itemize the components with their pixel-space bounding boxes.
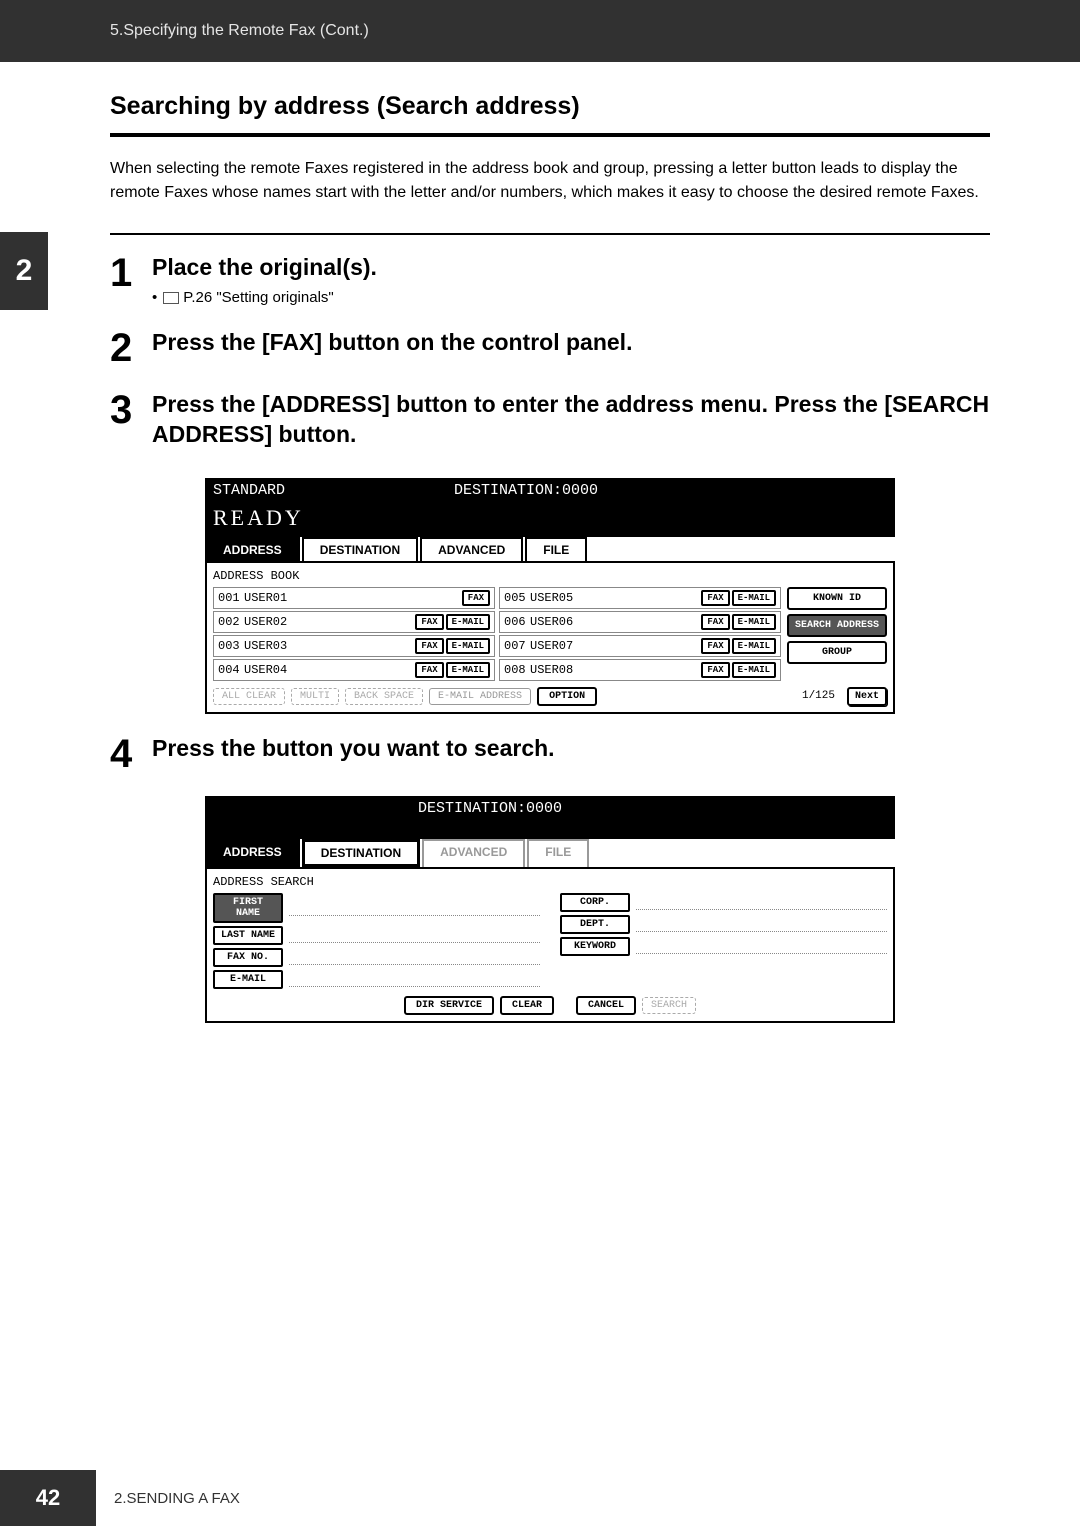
destination-counter: DESTINATION:0000 <box>418 800 562 817</box>
step-number: 4 <box>110 734 152 774</box>
search-button[interactable]: SEARCH <box>642 997 696 1014</box>
search-address-button[interactable]: SEARCH ADDRESS <box>787 614 887 637</box>
step-subtext: •P.26 "Setting originals" <box>152 289 990 306</box>
step-title: Place the original(s). <box>152 253 990 283</box>
dir-service-button[interactable]: DIR SERVICE <box>404 996 494 1015</box>
panel-status: STANDARD <box>213 482 285 499</box>
corp--button[interactable]: CORP. <box>560 893 630 912</box>
tab-file[interactable]: FILE <box>527 839 589 867</box>
email-button[interactable]: E-MAIL <box>446 638 490 654</box>
e-mail-button[interactable]: E-MAIL <box>213 970 283 989</box>
fax-no--button[interactable]: FAX NO. <box>213 948 283 967</box>
fax-button[interactable]: FAX <box>415 614 443 630</box>
tab-destination[interactable]: DESTINATION <box>302 839 420 867</box>
tab-address[interactable]: ADDRESS <box>205 537 300 561</box>
email-address-button[interactable]: E-MAIL ADDRESS <box>429 688 531 705</box>
search-field[interactable] <box>636 894 887 910</box>
book-icon <box>163 292 179 304</box>
page-number: 42 <box>0 1470 96 1526</box>
search-field[interactable] <box>636 938 887 954</box>
address-row[interactable]: 008USER08FAXE-MAIL <box>499 659 781 681</box>
keyword-button[interactable]: KEYWORD <box>560 937 630 956</box>
step-1: 1 Place the original(s). •P.26 "Setting … <box>110 253 990 306</box>
tab-advanced[interactable]: ADVANCED <box>422 839 525 867</box>
address-row[interactable]: 004USER04FAXE-MAIL <box>213 659 495 681</box>
search-field[interactable] <box>289 971 540 987</box>
address-row[interactable]: 005USER05FAXE-MAIL <box>499 587 781 609</box>
backspace-button[interactable]: BACK SPACE <box>345 688 423 705</box>
section-intro: When selecting the remote Faxes register… <box>110 157 990 205</box>
email-button[interactable]: E-MAIL <box>732 614 776 630</box>
email-button[interactable]: E-MAIL <box>732 662 776 678</box>
ready-label: READY <box>205 503 895 537</box>
step-title: Press the [ADDRESS] button to enter the … <box>152 390 990 450</box>
address-search-panel: DESTINATION:0000 ADDRESS DESTINATION ADV… <box>205 796 895 1023</box>
email-button[interactable]: E-MAIL <box>446 662 490 678</box>
step-3: 3 Press the [ADDRESS] button to enter th… <box>110 390 990 456</box>
tab-address[interactable]: ADDRESS <box>205 839 300 867</box>
fax-button[interactable]: FAX <box>701 590 729 606</box>
address-row[interactable]: 007USER07FAXE-MAIL <box>499 635 781 657</box>
all-clear-button[interactable]: ALL CLEAR <box>213 688 285 705</box>
panel-tabs: ADDRESS DESTINATION ADVANCED FILE <box>205 537 895 563</box>
known-id-button[interactable]: KNOWN ID <box>787 587 887 610</box>
title-underline <box>110 133 990 137</box>
step-number: 1 <box>110 253 152 306</box>
section-title: Searching by address (Search address) <box>110 92 990 121</box>
cancel-button[interactable]: CANCEL <box>576 996 636 1015</box>
step-2: 2 Press the [FAX] button on the control … <box>110 328 990 368</box>
tab-destination[interactable]: DESTINATION <box>302 537 418 561</box>
tab-advanced[interactable]: ADVANCED <box>420 537 523 561</box>
chapter-label: 2.SENDING A FAX <box>96 1490 240 1507</box>
group-button[interactable]: GROUP <box>787 641 887 664</box>
address-book-panel: STANDARD DESTINATION:0000 READY ADDRESS … <box>205 478 895 714</box>
search-field[interactable] <box>289 949 540 965</box>
destination-counter: DESTINATION:0000 <box>454 482 598 499</box>
fax-button[interactable]: FAX <box>701 638 729 654</box>
next-button[interactable]: Next <box>847 687 887 706</box>
fax-button[interactable]: FAX <box>701 662 729 678</box>
address-row[interactable]: 006USER06FAXE-MAIL <box>499 611 781 633</box>
address-row[interactable]: 001USER01FAX <box>213 587 495 609</box>
search-field[interactable] <box>289 927 540 943</box>
step-title: Press the button you want to search. <box>152 734 990 764</box>
header-breadcrumb: 5.Specifying the Remote Fax (Cont.) <box>0 0 1080 62</box>
address-search-label: ADDRESS SEARCH <box>213 875 887 889</box>
page-indicator: 1/125 <box>802 690 835 702</box>
step-number: 2 <box>110 328 152 368</box>
page-footer: 42 2.SENDING A FAX <box>0 1470 1080 1526</box>
intro-underline <box>110 233 990 235</box>
dept--button[interactable]: DEPT. <box>560 915 630 934</box>
address-book-label: ADDRESS BOOK <box>213 569 887 583</box>
step-title: Press the [FAX] button on the control pa… <box>152 328 990 358</box>
panel-tabs: ADDRESS DESTINATION ADVANCED FILE <box>205 839 895 869</box>
fax-button[interactable]: FAX <box>415 662 443 678</box>
step-4: 4 Press the button you want to search. <box>110 734 990 774</box>
fax-button[interactable]: FAX <box>415 638 443 654</box>
email-button[interactable]: E-MAIL <box>446 614 490 630</box>
address-row[interactable]: 003USER03FAXE-MAIL <box>213 635 495 657</box>
clear-button[interactable]: CLEAR <box>500 996 554 1015</box>
first-name-button[interactable]: FIRST NAME <box>213 893 283 923</box>
email-button[interactable]: E-MAIL <box>732 638 776 654</box>
search-field[interactable] <box>289 900 540 916</box>
option-button[interactable]: OPTION <box>537 687 597 706</box>
step-number: 3 <box>110 390 152 456</box>
fax-button[interactable]: FAX <box>462 590 490 606</box>
email-button[interactable]: E-MAIL <box>732 590 776 606</box>
tab-file[interactable]: FILE <box>525 537 587 561</box>
search-field[interactable] <box>636 916 887 932</box>
fax-button[interactable]: FAX <box>701 614 729 630</box>
chapter-side-tab: 2 <box>0 232 48 310</box>
last-name-button[interactable]: LAST NAME <box>213 926 283 945</box>
multi-button[interactable]: MULTI <box>291 688 339 705</box>
address-row[interactable]: 002USER02FAXE-MAIL <box>213 611 495 633</box>
